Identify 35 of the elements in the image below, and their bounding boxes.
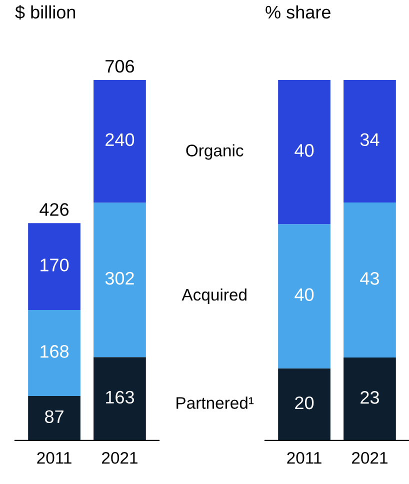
- data-label: 43: [360, 272, 379, 285]
- x-tick-label: 2021: [352, 452, 388, 464]
- total-label: 426: [40, 203, 69, 216]
- bar: [344, 202, 396, 358]
- bar: [94, 202, 146, 358]
- chart-title: $ billion: [15, 5, 76, 20]
- bar: [278, 80, 330, 224]
- data-label: 40: [294, 144, 314, 157]
- series-label: Partnered¹: [176, 396, 254, 409]
- bar: [344, 358, 396, 440]
- data-label: 40: [294, 288, 314, 302]
- total-label: 706: [106, 60, 134, 73]
- data-label: 20: [295, 396, 314, 410]
- data-label: 87: [45, 410, 64, 424]
- bar: [344, 80, 396, 202]
- x-tick-label: 2011: [37, 452, 72, 464]
- bar: [94, 80, 146, 203]
- data-label: 240: [106, 133, 134, 146]
- data-label: 168: [40, 345, 69, 358]
- bar: [28, 396, 80, 440]
- bar: [278, 368, 330, 440]
- bar: [28, 310, 80, 396]
- bar: [278, 224, 330, 368]
- chart-title: % share: [266, 5, 330, 19]
- data-label: 23: [360, 391, 379, 404]
- data-label: 163: [106, 390, 134, 404]
- x-tick-label: 2021: [102, 452, 138, 464]
- data-label: 170: [40, 258, 69, 272]
- bar: [28, 223, 80, 310]
- text: Organic: [186, 144, 244, 160]
- data-label: 34: [360, 133, 380, 146]
- bar: [94, 357, 146, 440]
- data-label: 302: [105, 272, 134, 285]
- series-label: Acquired: [182, 288, 246, 304]
- x-tick-label: 2011: [287, 452, 322, 464]
